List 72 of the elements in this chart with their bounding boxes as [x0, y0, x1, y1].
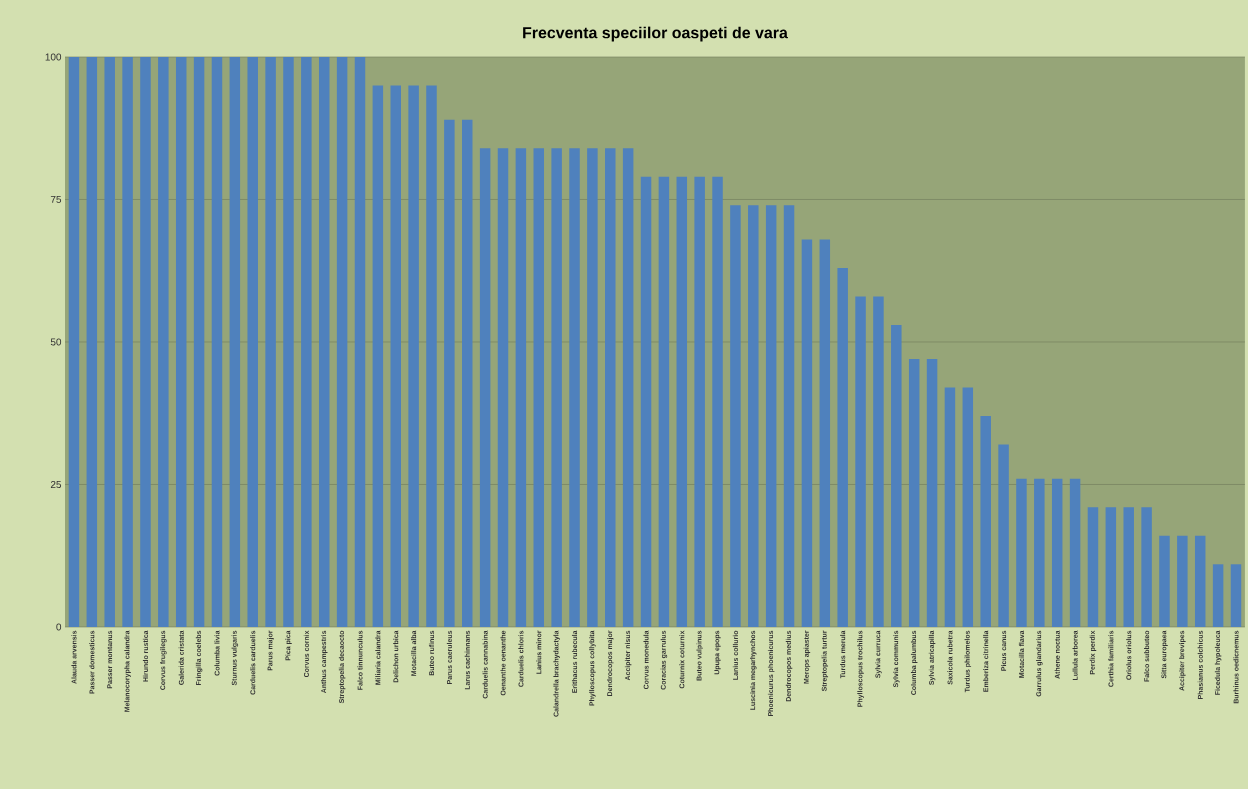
- bar: [211, 56, 223, 627]
- bar: [712, 176, 723, 627]
- bar: [372, 85, 384, 627]
- bar: [479, 148, 491, 627]
- bar: [158, 56, 169, 627]
- bar: [605, 148, 616, 627]
- bar: [1159, 535, 1170, 627]
- chart-title: Frecventa speciilor oaspeti de vara: [523, 26, 788, 42]
- bar: [944, 387, 956, 627]
- y-tick-label: 25: [50, 480, 62, 489]
- bar: [283, 56, 294, 627]
- y-tick-label: 75: [50, 196, 62, 203]
- bar: [193, 56, 205, 627]
- bar: [873, 296, 884, 627]
- bar: [569, 148, 580, 627]
- bar: [533, 148, 545, 627]
- bar: [1194, 535, 1206, 627]
- bar: [783, 205, 795, 627]
- bar: [1016, 478, 1027, 627]
- y-tick-label: 100: [45, 53, 62, 61]
- bar: [1230, 564, 1242, 627]
- bar: [1087, 507, 1099, 627]
- bar: [980, 416, 991, 627]
- bar: [318, 56, 330, 627]
- bar: [926, 359, 938, 627]
- bar: [676, 176, 688, 627]
- bar: [1034, 478, 1045, 627]
- bar: [265, 56, 276, 627]
- bar: [551, 148, 562, 627]
- bar: [765, 205, 777, 627]
- bar: [229, 56, 241, 627]
- bar: [175, 56, 187, 627]
- bar: [587, 148, 598, 627]
- bar: [891, 324, 902, 627]
- bar: [426, 85, 437, 627]
- bar: [1123, 507, 1134, 627]
- bar: [748, 205, 759, 627]
- bar: [962, 387, 974, 627]
- bar: [640, 176, 652, 627]
- y-tick-label: 50: [50, 338, 62, 346]
- bar: [301, 56, 312, 627]
- bar: [908, 359, 920, 627]
- bar: [462, 119, 473, 627]
- bar: [247, 56, 258, 627]
- y-tick-label: 0: [56, 623, 62, 631]
- bar: [801, 239, 813, 627]
- bar: [1105, 507, 1117, 627]
- bar: [855, 296, 866, 627]
- bar: [515, 148, 527, 627]
- bar: [1212, 564, 1224, 627]
- bar: [336, 56, 348, 627]
- bar: [1051, 478, 1063, 627]
- bar: [819, 239, 831, 627]
- bar: [1069, 478, 1081, 627]
- bar: [68, 56, 80, 627]
- bar: [86, 56, 98, 627]
- bar: [1141, 507, 1152, 627]
- bar: [408, 85, 419, 627]
- bar: [140, 56, 151, 627]
- bar: [122, 56, 133, 627]
- bar: [497, 148, 509, 627]
- bar: [622, 148, 634, 627]
- bar: [104, 56, 115, 627]
- bar: [390, 85, 401, 627]
- bar: [998, 444, 1009, 627]
- bar: [837, 267, 848, 627]
- bar: [694, 176, 705, 627]
- bar: [658, 176, 670, 627]
- bar: [1177, 535, 1188, 627]
- bar: [444, 119, 455, 627]
- bar: [730, 205, 741, 627]
- bar: [354, 56, 366, 627]
